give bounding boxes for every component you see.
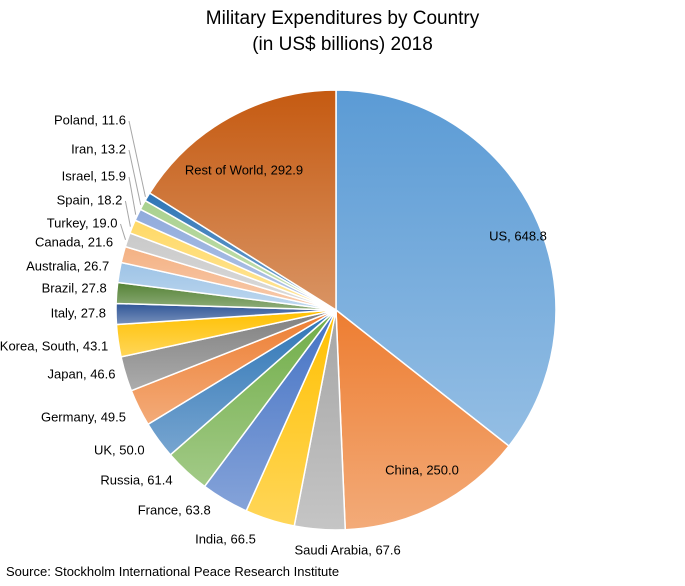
data-label-australia: Australia, 26.7 — [26, 258, 109, 273]
data-label-poland: Poland, 11.6 — [54, 112, 126, 127]
data-label-korea-south: Korea, South, 43.1 — [0, 338, 108, 353]
data-label-spain: Spain, 18.2 — [57, 192, 123, 207]
chart-title-line-1: Military Expenditures by Country — [205, 8, 480, 29]
data-label-iran: Iran, 13.2 — [71, 141, 126, 156]
pie-slice-us — [335, 89, 557, 448]
data-label-uk: UK, 50.0 — [94, 442, 145, 457]
leader-line-iran — [128, 149, 142, 206]
data-label-russia: Russia, 61.4 — [100, 472, 172, 487]
data-label-india: India, 66.5 — [195, 531, 256, 546]
data-label-rest-of-world: Rest of World, 292.9 — [185, 162, 303, 177]
slices-layer — [115, 89, 557, 531]
data-label-italy: Italy, 27.8 — [51, 305, 106, 320]
leader-line-israel — [128, 176, 137, 215]
leader-line-turkey — [120, 223, 126, 240]
data-label-japan: Japan, 46.6 — [48, 366, 116, 381]
leader-line-poland — [128, 120, 146, 197]
data-label-china: China, 250.0 — [385, 462, 459, 477]
data-label-saudi-arabia: Saudi Arabia, 67.6 — [295, 542, 401, 557]
data-label-turkey: Turkey, 19.0 — [47, 215, 118, 230]
pie-slice-china — [335, 308, 510, 531]
data-label-us: US, 648.8 — [489, 228, 547, 243]
pie-slice-rest-of-world — [148, 89, 337, 312]
chart-title: Military Expenditures by Country (in US$… — [0, 6, 685, 58]
leader-lines-layer — [120, 120, 146, 240]
data-label-france: France, 63.8 — [138, 502, 211, 517]
leader-line-spain — [124, 200, 131, 227]
data-label-germany: Germany, 49.5 — [41, 409, 126, 424]
chart-source: Source: Stockholm International Peace Re… — [6, 564, 340, 579]
data-label-brazil: Brazil, 27.8 — [42, 280, 107, 295]
chart-title-line-2: (in US$ billions) 2018 — [252, 34, 433, 55]
data-label-canada: Canada, 21.6 — [35, 234, 113, 249]
labels-layer: US, 648.8 China, 250.0 Saudi Arabia, 67.6 I… — [0, 112, 547, 557]
data-label-israel: Israel, 15.9 — [62, 168, 126, 183]
